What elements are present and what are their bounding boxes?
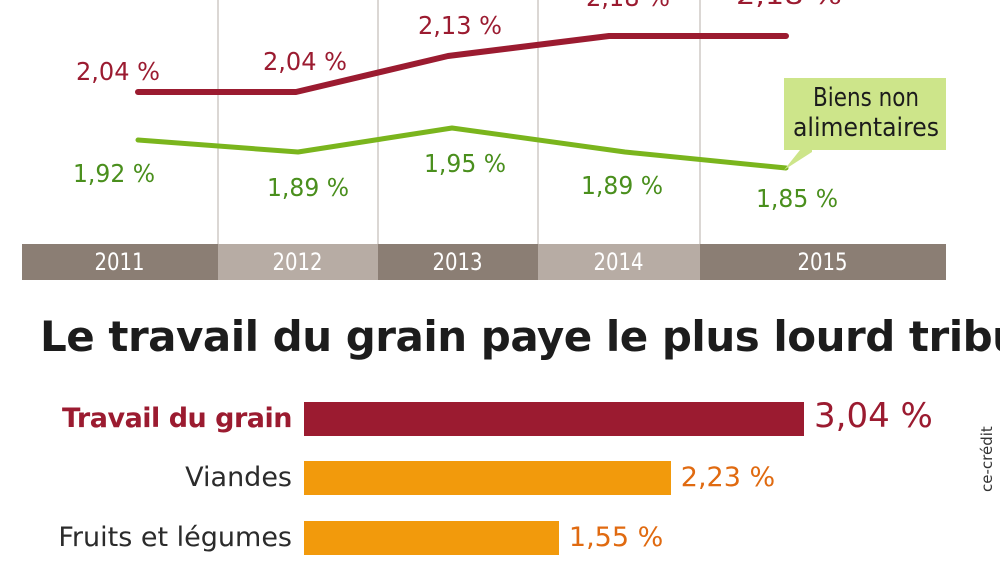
- year-tick-text: 2014: [593, 248, 645, 276]
- red-data-label: 2,13 %: [418, 11, 502, 40]
- year-tick-text: 2011: [94, 248, 146, 276]
- green-data-label: 1,89 %: [581, 171, 663, 200]
- year-tick-text: 2015: [797, 248, 849, 276]
- bar-row: Fruits et légumes 1,55 %: [0, 521, 1000, 555]
- bar: [304, 461, 671, 495]
- bar-chart-title: Le travail du grain paye le plus lourd t…: [40, 312, 1000, 361]
- bar-category-label: Viandes: [185, 462, 292, 493]
- year-tick-text: 2012: [272, 248, 324, 276]
- year-tick-label: 2011: [22, 244, 218, 280]
- series-line-red: [135, 33, 789, 95]
- bar-row: Viandes 2,23 %: [0, 461, 1000, 495]
- bar: [304, 521, 559, 555]
- bar-category-label: Fruits et légumes: [58, 522, 292, 553]
- series-callout-text: alimentaires: [793, 113, 939, 143]
- year-tick-text: 2013: [432, 248, 484, 276]
- source-credit: ce-crédit: [978, 426, 996, 492]
- year-tick-label: 2012: [218, 244, 378, 280]
- green-data-label: 1,92 %: [73, 159, 155, 188]
- bar-row: Travail du grain 3,04 %: [0, 396, 1000, 436]
- bar-category-label: Travail du grain: [61, 403, 293, 434]
- year-tick-label: 2013: [378, 244, 538, 280]
- green-data-label: 1,89 %: [267, 173, 349, 202]
- year-tick-label: 2014: [538, 244, 700, 280]
- bar: [304, 402, 804, 436]
- series-callout-text: Biens non: [813, 83, 919, 113]
- red-data-label: 2,04 %: [76, 57, 160, 86]
- green-data-label: 1,95 %: [424, 149, 506, 178]
- series-callout-box: [784, 78, 946, 170]
- red-data-label: 2,18 %: [586, 0, 670, 12]
- green-data-label: 1,85 %: [756, 184, 838, 213]
- bar-value-label: 2,23 %: [680, 462, 776, 493]
- red-data-label: 2,04 %: [263, 47, 347, 76]
- bar-value-label: 3,04 %: [814, 396, 933, 436]
- red-data-label: 2,18 %: [736, 0, 842, 10]
- series-line-green: [135, 125, 789, 171]
- bar-value-label: 1,55 %: [568, 522, 664, 553]
- year-tick-label: 2015: [700, 244, 946, 280]
